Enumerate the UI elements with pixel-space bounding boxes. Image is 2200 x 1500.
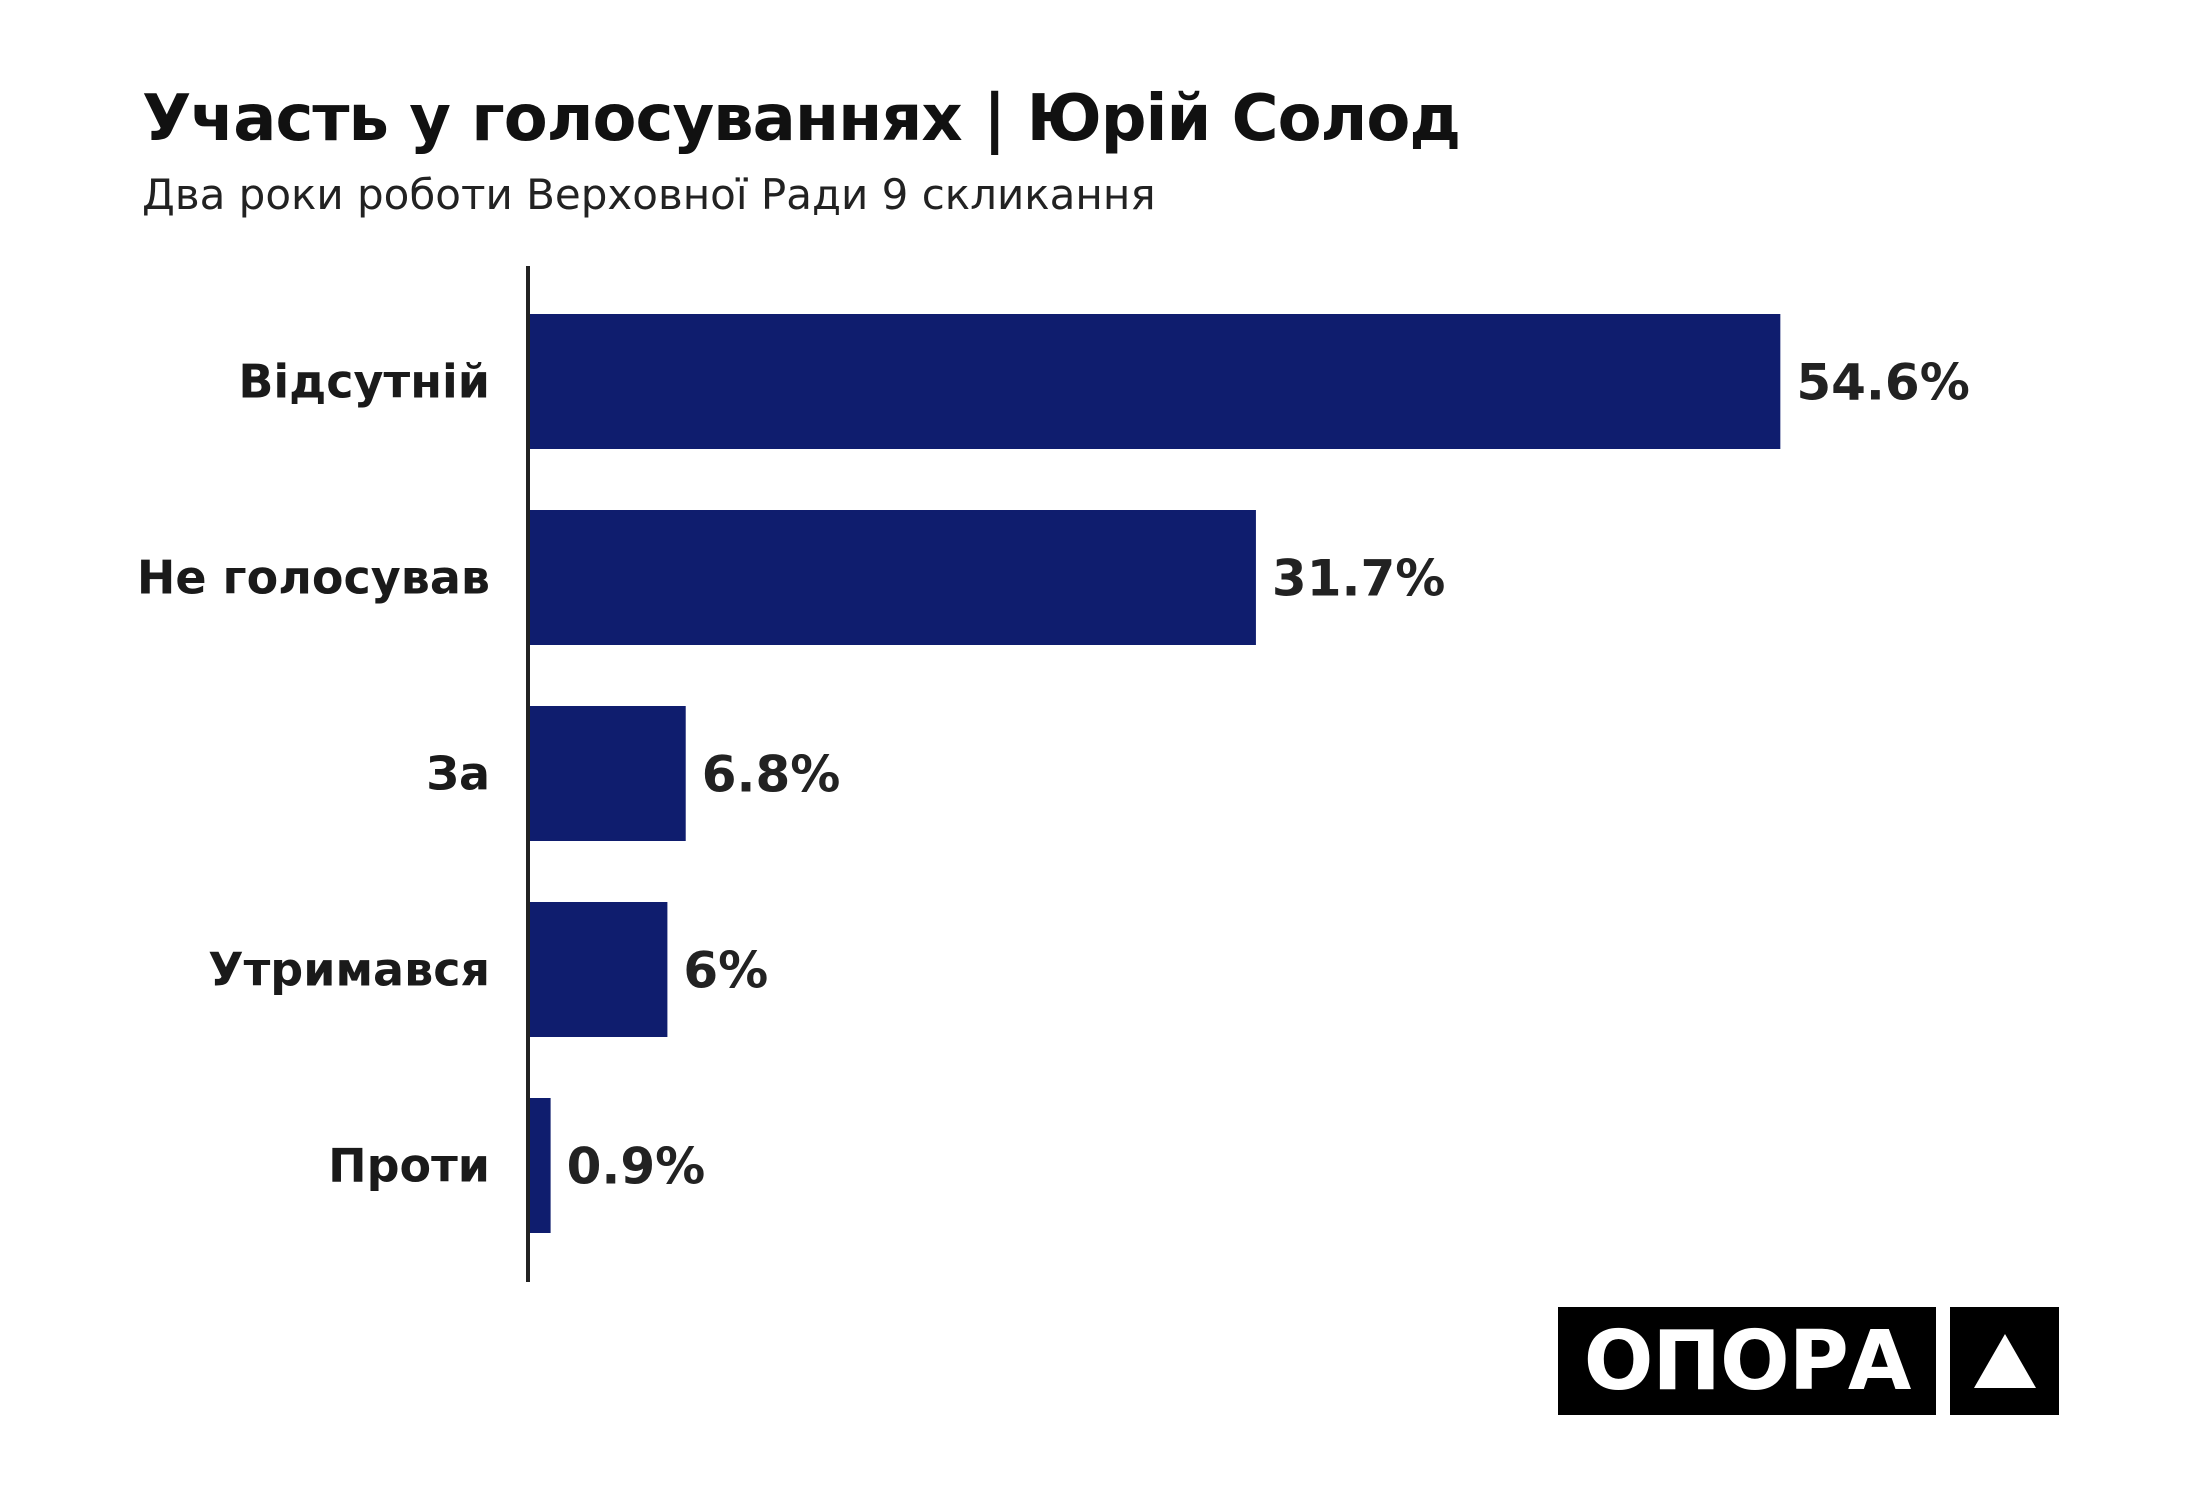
value-label: 54.6% <box>1796 354 1969 412</box>
opora-logo: ОПОРА <box>1558 1307 2059 1415</box>
category-label: За <box>426 747 490 801</box>
value-label: 31.7% <box>1272 550 1445 608</box>
chart-title: Участь у голосуваннях | Юрій Солод <box>142 82 1461 156</box>
bar-4 <box>530 1098 551 1233</box>
category-label: Не голосував <box>137 551 490 605</box>
bar-2 <box>530 706 686 841</box>
bar-0 <box>530 314 1781 449</box>
bar-1 <box>530 510 1256 645</box>
bar-3 <box>530 902 668 1037</box>
chart-subtitle: Два роки роботи Верховної Ради 9 скликан… <box>142 170 1156 219</box>
triangle-icon <box>1950 1307 2059 1415</box>
category-label: Проти <box>328 1139 490 1193</box>
category-label: Утримався <box>208 943 490 997</box>
category-label: Відсутній <box>238 355 490 409</box>
value-label: 6% <box>683 942 768 1000</box>
logo-text: ОПОРА <box>1558 1307 1936 1415</box>
value-label: 0.9% <box>567 1138 706 1196</box>
value-label: 6.8% <box>702 746 841 804</box>
